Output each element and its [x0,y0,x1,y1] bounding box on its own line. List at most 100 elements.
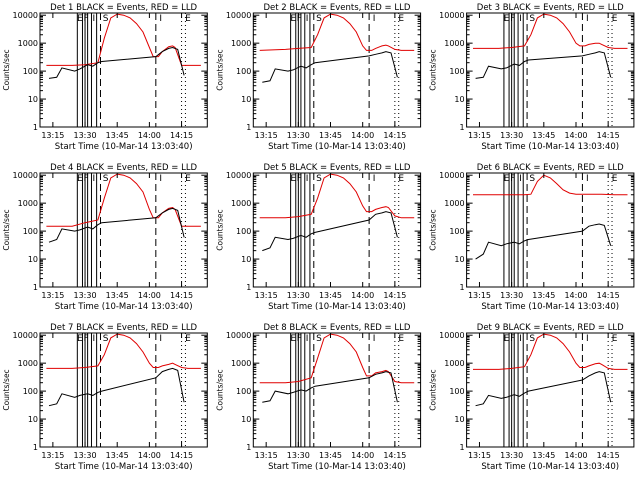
y-tick-label: 1 [33,123,38,132]
y-axis-label: Counts/sec [429,209,438,250]
x-tick-label: 13:30 [74,291,97,300]
chart-panel-9: E F I S I E13:15 13:30 13:45 14:00 14:15110100100… [429,323,635,472]
x-tick-label: 13:45 [532,131,555,140]
y-tick-label: 1000 [18,199,38,208]
x-axis-label: Start Time (10-Mar-14 13:03:40) [481,142,619,152]
plot-frame [466,332,635,448]
event-marker-letter: I [586,334,589,344]
series-lld-line [46,173,201,227]
x-tick-label: 14:00 [138,131,161,140]
y-tick-label: 100 [23,387,38,396]
event-marker-letter: I [306,174,309,184]
y-tick-label: 1 [460,443,465,452]
x-tick-label: 13:45 [106,291,129,300]
plot-frame [39,332,208,448]
event-marker-letter: I [519,334,522,344]
y-tick-label: 10000 [13,171,38,180]
event-marker-letter: S [103,334,109,344]
x-tick-label: 14:15 [170,451,193,460]
x-tick-label: 14:00 [138,451,161,460]
y-tick-label: 10 [454,95,464,104]
y-axis-label: Counts/sec [2,49,11,90]
y-tick-label: 10000 [439,171,464,180]
y-tick-label: 1000 [231,359,251,368]
series-events-line [475,51,612,79]
panel-title: Det 9 BLACK = Events, RED = LLD [477,323,624,333]
x-tick-label: 14:15 [383,131,406,140]
chart-panel-8: E F I S I E13:15 13:30 13:45 14:00 14:15110100100… [215,323,422,472]
x-tick-label: 13:45 [106,451,129,460]
y-tick-label: 1 [246,283,251,292]
x-tick-label: 13:45 [319,131,342,140]
y-tick-label: 10 [241,415,251,424]
y-tick-label: 10000 [13,331,38,340]
series-events-line [262,211,398,252]
event-marker-letter: I [373,14,376,24]
event-marker-letter: F [510,334,515,344]
y-tick-label: 1 [33,283,38,292]
x-tick-label: 14:00 [351,131,374,140]
panel-title: Det 3 BLACK = Events, RED = LLD [477,3,624,13]
plot-frame [252,12,422,128]
y-axis-label: Counts/sec [2,209,11,250]
event-marker-letter: I [92,14,95,24]
x-tick-label: 13:30 [500,451,523,460]
y-tick-label: 100 [449,67,464,76]
x-tick-label: 14:00 [351,291,374,300]
series-events-line [48,367,185,407]
y-tick-label: 1000 [444,39,464,48]
y-axis-label: Counts/sec [429,49,438,90]
series-lld-line [259,13,415,51]
series-lld-line [259,173,415,219]
x-tick-label: 14:00 [351,451,374,460]
x-tick-label: 13:15 [468,291,491,300]
y-axis-label: Counts/sec [2,369,11,410]
x-tick-label: 13:45 [319,291,342,300]
series-lld-line [473,174,628,196]
event-marker-letter: E [290,174,296,184]
event-marker-letter: S [103,174,109,184]
series-events-line [48,46,185,79]
event-marker-letter: S [316,174,322,184]
event-marker-letter: E [398,14,404,24]
y-tick-label: 10 [454,255,464,264]
panel-title: Det 6 BLACK = Events, RED = LLD [477,163,624,173]
chart-panel-5: E F I S I E13:15 13:30 13:45 14:00 14:15110100100… [215,163,422,312]
event-marker-letter: I [373,334,376,344]
x-tick-label: 14:00 [564,451,587,460]
plot-frame [39,172,208,288]
x-tick-label: 14:00 [564,131,587,140]
series-lld-line [46,333,201,369]
y-tick-label: 1000 [18,39,38,48]
y-tick-label: 1000 [444,359,464,368]
y-tick-label: 10 [241,95,251,104]
series-events-line [475,371,612,407]
event-marker-letter: S [529,14,535,24]
event-marker-letter: I [306,334,309,344]
y-tick-label: 10 [454,415,464,424]
y-tick-label: 100 [449,227,464,236]
y-tick-label: 10000 [13,11,38,20]
x-tick-label: 13:30 [500,291,523,300]
event-marker-letter: I [159,14,162,24]
event-marker-letter: I [306,14,309,24]
y-tick-label: 10000 [226,171,251,180]
y-tick-label: 10000 [439,11,464,20]
event-marker-letter: F [83,14,88,24]
event-marker-letter: S [103,14,109,24]
x-tick-label: 13:15 [255,131,278,140]
plot-frame [252,332,422,448]
y-tick-label: 100 [23,67,38,76]
y-tick-label: 1 [33,443,38,452]
event-marker-letter: I [519,174,522,184]
y-tick-label: 10000 [226,11,251,20]
panel-title: Det 8 BLACK = Events, RED = LLD [263,323,410,333]
panel-title: Det 4 BLACK = Events, RED = LLD [50,163,197,173]
event-marker-letter: E [185,334,191,344]
event-marker-letter: I [92,174,95,184]
series-lld-line [259,333,415,384]
y-tick-label: 100 [236,227,251,236]
event-marker-letter: S [316,334,322,344]
event-marker-letter: E [290,14,296,24]
